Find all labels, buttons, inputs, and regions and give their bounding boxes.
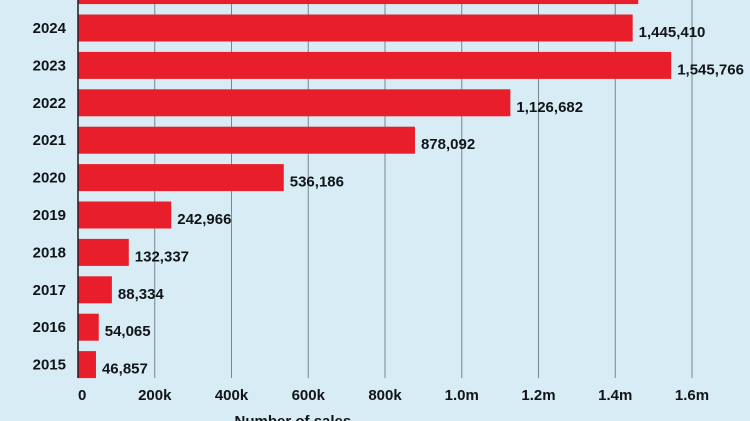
x-tick-label-800k: 800k	[368, 387, 402, 404]
x-tick-label-1.6m: 1.6m	[675, 387, 709, 404]
y-tick-label-2017: 2017	[33, 282, 66, 299]
x-axis-title: Number of sales	[235, 413, 352, 421]
label-layer: 2015 46,857 2016 54,065 2017 88,334 2018 132,33…	[33, 20, 744, 378]
data-label-2016: 54,065	[105, 323, 151, 340]
y-tick-label-2021: 2021	[33, 132, 66, 149]
data-label-2023: 1,545,766	[677, 61, 744, 78]
bar-2020	[78, 164, 284, 192]
data-label-2020: 536,186	[290, 174, 344, 191]
data-label-2017: 88,334	[118, 286, 165, 303]
y-tick-label-2015: 2015	[33, 357, 66, 374]
x-tick-label-1.4m: 1.4m	[598, 387, 632, 404]
bar-2016	[78, 313, 99, 341]
y-tick-label-2018: 2018	[33, 244, 66, 261]
x-tick-label-400k: 400k	[215, 387, 249, 404]
y-tick-label-2019: 2019	[33, 207, 66, 224]
y-tick-label-2016: 2016	[33, 319, 66, 336]
bar-2022	[78, 89, 511, 117]
data-label-2021: 878,092	[421, 136, 475, 153]
x-tick-label-600k: 600k	[292, 387, 326, 404]
y-tick-label-2020: 2020	[33, 170, 66, 187]
x-tick-label-0: 0	[78, 387, 86, 404]
y-tick-label-2022: 2022	[33, 95, 66, 112]
bar-2024	[78, 14, 633, 42]
data-label-2018: 132,337	[135, 248, 189, 265]
bar-2021	[78, 126, 415, 154]
bar-2019	[78, 201, 172, 229]
x-tick-label-1.2m: 1.2m	[521, 387, 555, 404]
bar-2017	[78, 276, 112, 304]
data-label-2015: 46,857	[102, 361, 148, 378]
data-label-2019: 242,966	[177, 211, 231, 228]
bar-layer	[78, 0, 672, 379]
bar-2015	[78, 351, 96, 379]
bar-2018	[78, 238, 129, 266]
data-label-2022: 1,126,682	[516, 99, 583, 116]
x-tick-label-200k: 200k	[138, 387, 172, 404]
data-label-2024: 1,445,410	[639, 24, 706, 41]
y-tick-label-2024: 2024	[33, 20, 67, 37]
bar-partial-top	[78, 0, 639, 5]
x-tick-label-1.0m: 1.0m	[445, 387, 479, 404]
x-tick-layer: 0 200k 400k 600k 800k 1.0m 1.2m 1.4m 1.6m	[78, 387, 709, 404]
bar-2023	[78, 51, 672, 79]
y-tick-label-2023: 2023	[33, 57, 66, 74]
